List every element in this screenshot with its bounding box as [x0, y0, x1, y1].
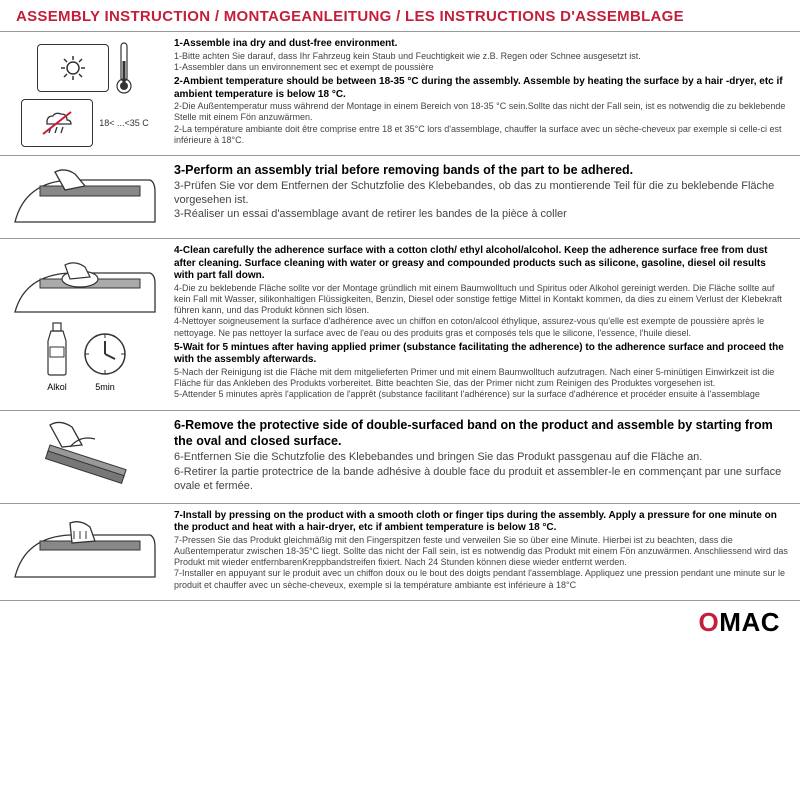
section-3-content: 4-Clean carefully the adherence surface …	[170, 239, 800, 410]
logo-o: O	[699, 607, 720, 637]
logo-rest: MAC	[719, 607, 780, 637]
step-5-fr: 5-Attender 5 minutes après l'application…	[174, 389, 788, 400]
step-3-de: 3-Prüfen Sie vor dem Entfernen der Schut…	[174, 179, 788, 208]
temp-range-label: 18< ...<35 C	[99, 118, 149, 128]
section-4-icons	[0, 411, 170, 503]
step-6-title: 6-Remove the protective side of double-s…	[174, 417, 788, 451]
section-2-content: 3-Perform an assembly trial before remov…	[170, 156, 800, 238]
section-5-content: 7-Install by pressing on the product wit…	[170, 504, 800, 600]
section-4: 6-Remove the protective side of double-s…	[0, 411, 800, 504]
section-5-icons	[0, 504, 170, 600]
step-6-fr: 6-Retirer la partie protectrice de la ba…	[174, 465, 788, 494]
step-5-title: 5-Wait for 5 mintues after having applie…	[174, 342, 788, 367]
section-3: Alkol 5min 4-Clean carefully the adheren…	[0, 239, 800, 411]
no-rain-icon	[21, 99, 93, 147]
cleaning-icon	[10, 257, 160, 317]
peel-tape-icon	[10, 417, 160, 497]
clock-icon	[82, 331, 128, 377]
footer: OMAC	[0, 601, 800, 642]
section-5: 7-Install by pressing on the product wit…	[0, 504, 800, 601]
step-2-title: 2-Ambient temperature should be between …	[174, 76, 788, 101]
step-3-fr: 3-Réaliser un essai d'assemblage avant d…	[174, 207, 788, 221]
alcohol-bottle-icon	[42, 321, 72, 377]
step-1-de: 1-Bitte achten Sie darauf, dass Ihr Fahr…	[174, 51, 788, 62]
section-1-content: 1-Assemble ina dry and dust-free environ…	[170, 32, 800, 155]
trial-fit-icon	[10, 162, 160, 232]
press-install-icon	[10, 517, 160, 587]
bottle-label: Alkol	[42, 382, 72, 392]
step-3-title: 3-Perform an assembly trial before remov…	[174, 162, 788, 179]
step-2-fr: 2-La température ambiante doit être comp…	[174, 124, 788, 147]
step-1-fr: 1-Assembler dans un environnement sec et…	[174, 62, 788, 73]
brand-logo: OMAC	[699, 607, 780, 638]
section-1: 18< ...<35 C 1-Assemble ina dry and dust…	[0, 32, 800, 156]
wait-time-label: 5min	[82, 382, 128, 392]
section-4-content: 6-Remove the protective side of double-s…	[170, 411, 800, 503]
section-2-icons	[0, 156, 170, 238]
step-4-de: 4-Die zu beklebende Fläche sollte vor de…	[174, 283, 788, 317]
header: ASSEMBLY INSTRUCTION / MONTAGEANLEITUNG …	[0, 0, 800, 32]
step-7-fr: 7-Installer en appuyant sur le produit a…	[174, 568, 788, 591]
sun-icon	[37, 44, 109, 92]
section-1-icons: 18< ...<35 C	[0, 32, 170, 155]
step-7-de: 7-Pressen Sie das Produkt gleichmäßig mi…	[174, 535, 788, 569]
page-title: ASSEMBLY INSTRUCTION / MONTAGEANLEITUNG …	[16, 8, 784, 25]
step-1-title: 1-Assemble ina dry and dust-free environ…	[174, 38, 788, 51]
step-4-title: 4-Clean carefully the adherence surface …	[174, 245, 788, 283]
step-2-de: 2-Die Außentemperatur muss während der M…	[174, 101, 788, 124]
step-4-fr: 4-Nettoyer soigneusement la surface d'ad…	[174, 316, 788, 339]
section-2: 3-Perform an assembly trial before remov…	[0, 156, 800, 239]
step-5-de: 5-Nach der Reinigung ist die Fläche mit …	[174, 367, 788, 390]
thermometer-icon	[115, 41, 133, 95]
section-3-icons: Alkol 5min	[0, 239, 170, 410]
step-7-title: 7-Install by pressing on the product wit…	[174, 510, 788, 535]
step-6-de: 6-Entfernen Sie die Schutzfolie des Kleb…	[174, 450, 788, 464]
